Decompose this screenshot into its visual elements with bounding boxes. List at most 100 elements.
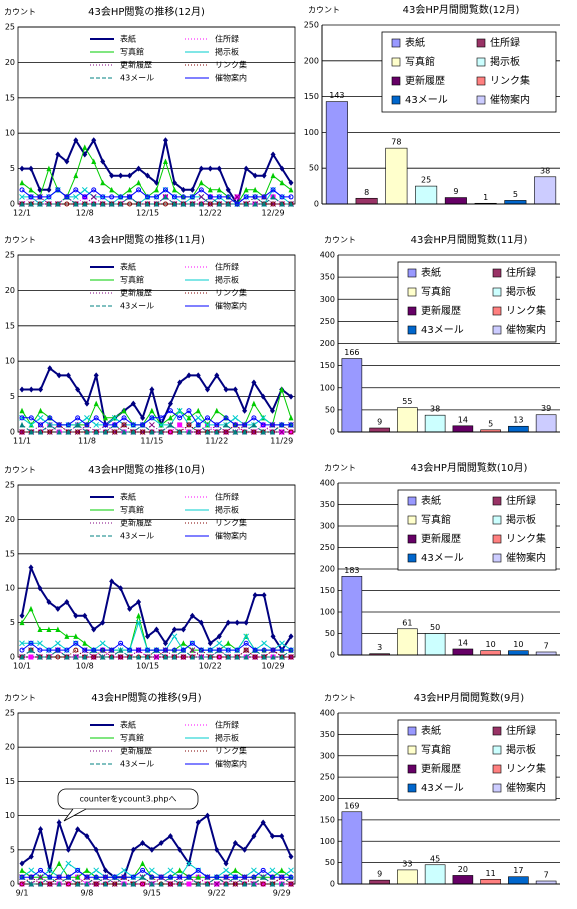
marker <box>136 187 142 193</box>
marker <box>223 421 229 428</box>
marker <box>121 867 127 874</box>
y-axis-label: カウント <box>324 694 356 703</box>
legend-swatch <box>407 496 417 506</box>
marker <box>73 633 79 639</box>
y-tick-label: 25 <box>5 251 15 260</box>
marker <box>91 654 97 660</box>
marker <box>127 605 133 612</box>
marker <box>252 194 258 200</box>
marker <box>140 867 146 873</box>
marker <box>145 194 151 200</box>
marker <box>130 400 136 407</box>
marker <box>91 626 97 633</box>
marker <box>177 846 183 853</box>
marker <box>65 372 71 379</box>
y-tick-label: 300 <box>320 295 335 304</box>
chart-title: 43会HP閲覧の推移(12月) <box>88 5 205 18</box>
x-tick-label: 11/1 <box>13 437 31 446</box>
marker <box>162 137 168 144</box>
marker <box>234 654 240 660</box>
bar <box>397 628 418 656</box>
legend-box <box>397 261 557 343</box>
marker <box>75 874 81 880</box>
marker <box>198 619 204 626</box>
legend-label: 住所録 <box>215 492 239 502</box>
legend-swatch <box>407 553 417 563</box>
marker <box>251 379 257 386</box>
legend-label: 住所録 <box>215 720 239 730</box>
marker <box>121 422 127 428</box>
marker <box>269 407 275 414</box>
bar <box>325 101 348 205</box>
marker <box>225 640 231 646</box>
marker <box>38 386 44 393</box>
marker <box>207 654 213 660</box>
marker <box>38 429 44 435</box>
marker <box>177 379 183 386</box>
marker <box>177 881 183 887</box>
legend-label: 表紙 <box>120 262 136 272</box>
marker <box>28 386 34 393</box>
marker <box>186 422 192 428</box>
marker <box>91 137 97 144</box>
marker <box>225 186 231 193</box>
legend-swatch <box>492 726 502 736</box>
marker <box>118 654 124 660</box>
marker <box>171 626 177 633</box>
legend-swatch <box>492 764 502 774</box>
bar <box>504 200 527 205</box>
y-tick-label: 25 <box>5 709 15 718</box>
marker <box>216 201 222 207</box>
marker <box>154 626 159 633</box>
y-axis-label: カウント <box>4 8 36 17</box>
marker <box>46 194 52 200</box>
y-tick-label: 200 <box>320 794 335 803</box>
y-tick-label: 200 <box>320 565 335 574</box>
marker <box>55 151 61 158</box>
marker <box>28 186 34 193</box>
marker <box>28 647 34 653</box>
marker <box>223 867 229 874</box>
marker <box>243 186 249 193</box>
marker <box>127 194 133 200</box>
marker <box>28 867 35 874</box>
marker <box>19 421 25 428</box>
marker <box>261 640 267 647</box>
value-label: 55 <box>402 397 412 406</box>
annotation: counterをycount3.phpへ <box>80 795 177 804</box>
marker <box>177 422 183 428</box>
y-tick-label: 0 <box>330 428 335 437</box>
bar <box>369 427 390 433</box>
marker <box>46 647 52 653</box>
value-label: 166 <box>344 348 359 357</box>
marker <box>56 874 62 880</box>
marker <box>232 422 238 428</box>
marker <box>127 201 133 207</box>
marker <box>154 186 159 193</box>
bar <box>355 197 378 205</box>
legend-box <box>397 489 557 571</box>
marker <box>234 201 240 207</box>
marker <box>145 172 151 179</box>
marker <box>84 833 90 840</box>
marker <box>56 881 62 887</box>
legend-label: 表紙 <box>120 492 136 502</box>
marker <box>109 578 115 585</box>
marker <box>112 429 118 435</box>
legend-label: 催物案内 <box>215 301 247 311</box>
legend-label: 掲示板 <box>215 47 239 57</box>
y-tick-label: 50 <box>325 629 335 638</box>
marker <box>261 647 267 653</box>
legend-swatch <box>492 745 502 755</box>
marker <box>223 881 229 887</box>
marker <box>140 429 146 435</box>
marker <box>127 172 133 179</box>
marker <box>84 867 90 873</box>
marker <box>186 408 192 414</box>
y-tick-label: 5 <box>10 845 15 854</box>
marker <box>37 414 44 421</box>
marker <box>75 386 81 393</box>
marker <box>82 640 88 646</box>
marker <box>28 194 34 200</box>
